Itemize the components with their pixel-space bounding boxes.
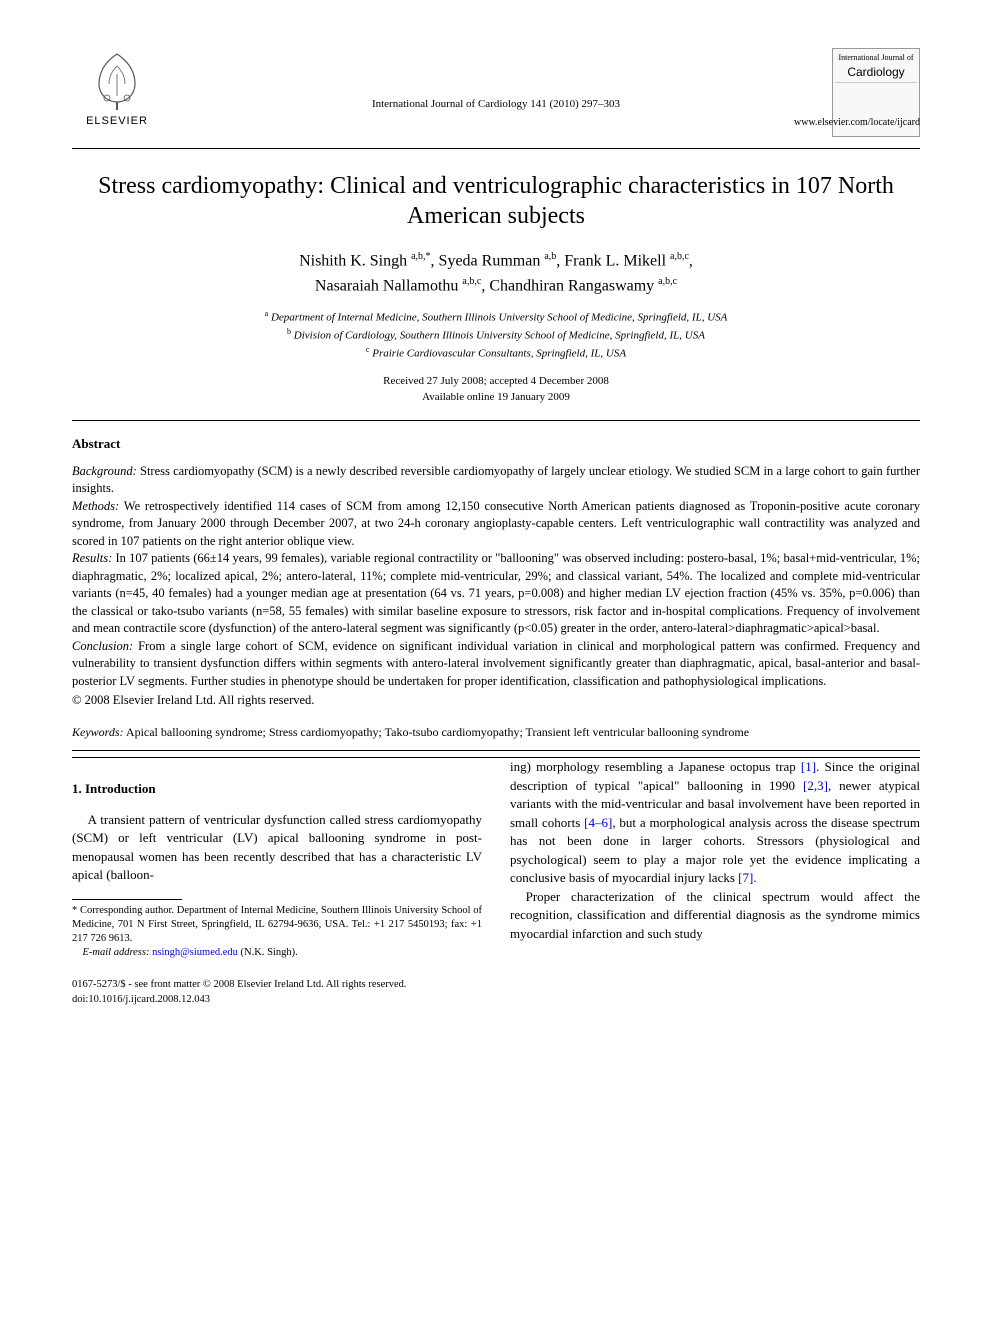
- corr-label: * Corresponding author.: [72, 905, 174, 916]
- keywords-text: Apical ballooning syndrome; Stress cardi…: [126, 725, 749, 739]
- email-link[interactable]: nsingh@siumed.edu: [152, 947, 238, 958]
- corresponding-author: * Corresponding author. Department of In…: [72, 904, 482, 947]
- keywords-line: Keywords: Apical ballooning syndrome; St…: [72, 724, 920, 741]
- footnotes: * Corresponding author. Department of In…: [72, 904, 482, 961]
- intro-para-2: Proper characterization of the clinical …: [510, 888, 920, 943]
- ref-7[interactable]: [7]: [738, 870, 753, 885]
- article-title: Stress cardiomyopathy: Clinical and vent…: [72, 171, 920, 231]
- footer-line-2: doi:10.1016/j.ijcard.2008.12.043: [72, 994, 210, 1005]
- body-columns: 1. Introduction A transient pattern of v…: [72, 758, 920, 960]
- journal-big-label: Cardiology: [835, 65, 917, 79]
- page-footer: 0167-5273/$ - see front matter © 2008 El…: [72, 978, 920, 1006]
- abstract-heading: Abstract: [72, 435, 920, 453]
- column-left: 1. Introduction A transient pattern of v…: [72, 780, 482, 960]
- rule-below-dates: [72, 420, 920, 421]
- ref-2-3[interactable]: [2,3]: [803, 778, 828, 793]
- section-1-heading: 1. Introduction: [72, 780, 482, 798]
- publisher-name: ELSEVIER: [86, 114, 148, 129]
- rule-below-keywords-1: [72, 750, 920, 751]
- journal-small-label: International Journal of: [835, 53, 917, 63]
- abstract-body: Background: Stress cardiomyopathy (SCM) …: [72, 463, 920, 691]
- intro-para-1b: ing) morphology resembling a Japanese oc…: [510, 758, 920, 887]
- email-label: E-mail address:: [83, 947, 150, 958]
- publisher-logo: ELSEVIER: [72, 48, 162, 129]
- intro-para-1a: A transient pattern of ventricular dysfu…: [72, 811, 482, 885]
- ref-4-6[interactable]: [4–6]: [584, 815, 612, 830]
- column-right: ing) morphology resembling a Japanese oc…: [510, 758, 920, 943]
- rule-top: [72, 148, 920, 149]
- available-online: Available online 19 January 2009: [422, 391, 570, 403]
- p1b-s5: .: [753, 870, 756, 885]
- p1b-s1: ing) morphology resembling a Japanese oc…: [510, 759, 801, 774]
- abstract-copyright: © 2008 Elsevier Ireland Ltd. All rights …: [72, 692, 920, 710]
- affiliation-list: a Department of Internal Medicine, South…: [72, 308, 920, 362]
- corresponding-email: E-mail address: nsingh@siumed.edu (N.K. …: [72, 946, 482, 960]
- received-accepted: Received 27 July 2008; accepted 4 Decemb…: [383, 375, 609, 387]
- article-dates: Received 27 July 2008; accepted 4 Decemb…: [72, 373, 920, 406]
- journal-url[interactable]: www.elsevier.com/locate/ijcard: [72, 116, 920, 130]
- citation-line: International Journal of Cardiology 141 …: [72, 97, 920, 112]
- ref-1[interactable]: [1]: [801, 759, 816, 774]
- email-who: (N.K. Singh).: [238, 947, 298, 958]
- footnote-rule: [72, 899, 182, 900]
- footer-line-1: 0167-5273/$ - see front matter © 2008 El…: [72, 979, 407, 990]
- keywords-label: Keywords:: [72, 725, 124, 739]
- author-list: Nishith K. Singh a,b,*, Syeda Rumman a,b…: [72, 249, 920, 298]
- elsevier-tree-icon: [85, 48, 149, 112]
